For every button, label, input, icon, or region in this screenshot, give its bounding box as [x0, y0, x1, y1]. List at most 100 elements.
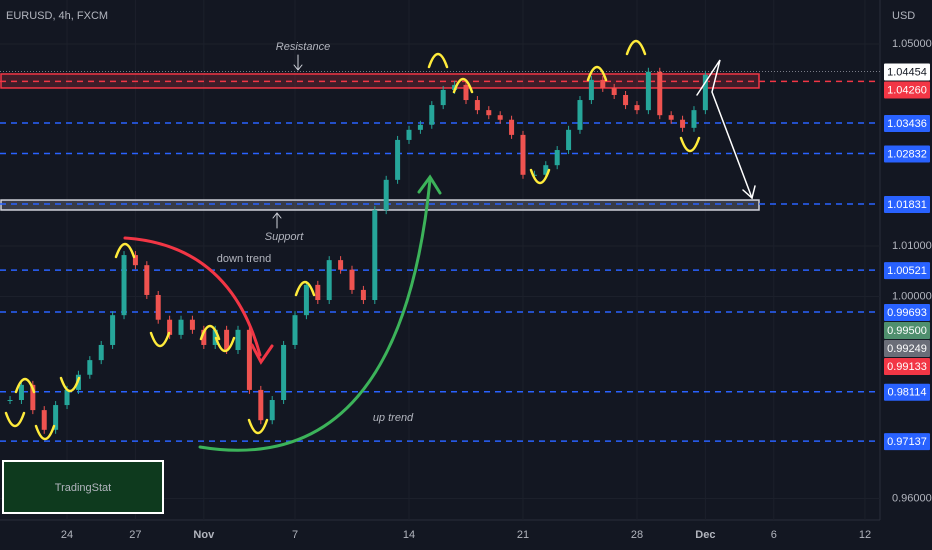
x-tick-label: 14 — [403, 529, 415, 541]
candle-body — [372, 210, 378, 301]
y-tick-label: 1.05000 — [892, 38, 932, 50]
candle-body — [269, 400, 275, 421]
candle-body — [349, 269, 355, 290]
candle-body — [326, 260, 332, 301]
y-tick-label: 1.00000 — [892, 290, 932, 302]
swing-marker — [294, 280, 316, 297]
y-axis-label: USD — [892, 10, 915, 22]
candle-body — [417, 124, 423, 130]
swing-marker — [529, 168, 551, 185]
annotation: up trend — [373, 412, 414, 424]
level-label: 0.99693 — [887, 307, 927, 319]
swing-marker — [199, 324, 221, 341]
level-label-box — [884, 145, 930, 163]
candle-body — [657, 71, 663, 116]
candle-body — [668, 115, 674, 120]
candle-body — [395, 139, 401, 180]
level-label: 0.99249 — [887, 343, 927, 355]
swing-marker — [427, 52, 449, 69]
arrow-head — [742, 185, 756, 200]
candle-body — [600, 79, 606, 88]
level-label-box — [884, 63, 930, 81]
candle-body — [53, 405, 59, 430]
candle-body — [702, 74, 708, 111]
candle-body — [440, 89, 446, 106]
level-label: 0.99133 — [887, 361, 927, 373]
candle-body — [588, 79, 594, 101]
candle-body — [87, 360, 93, 375]
level-label-box — [884, 383, 930, 401]
swing-marker — [114, 242, 136, 259]
brand-logo: TradingStat — [2, 460, 164, 514]
candle-body — [246, 329, 252, 390]
candle-body — [303, 284, 309, 316]
swing-marker — [149, 331, 171, 348]
candle-body — [110, 315, 116, 345]
candle-body — [121, 255, 127, 316]
candle-body — [486, 110, 492, 116]
swing-marker — [586, 65, 608, 82]
candle-body — [201, 329, 207, 345]
candle-body — [30, 384, 36, 411]
candle-body — [497, 115, 503, 120]
candle-body — [315, 284, 321, 301]
level-label-box — [884, 433, 930, 451]
candle-body — [383, 179, 389, 211]
candle-body — [554, 150, 560, 166]
level-label-box — [884, 114, 930, 132]
brand-text: TradingStat — [55, 482, 111, 494]
candle-body — [258, 389, 264, 421]
candle-body — [18, 384, 24, 401]
candle-body — [429, 105, 435, 125]
support-pointer — [272, 212, 282, 229]
candle-body — [64, 389, 70, 406]
candle-body — [224, 329, 230, 351]
zone-label: Resistance — [276, 41, 330, 53]
level-label: 0.98114 — [888, 387, 927, 399]
level-label: 1.04454 — [887, 66, 927, 78]
candle-body — [566, 129, 572, 151]
resistance-pointer — [293, 54, 303, 71]
level-label: 1.00521 — [887, 265, 927, 277]
candle-body — [155, 294, 161, 320]
level-label: 1.04260 — [887, 84, 927, 96]
brand-box — [2, 460, 164, 514]
candle-body — [189, 319, 195, 330]
candle-body — [543, 165, 549, 175]
swing-marker — [214, 336, 236, 353]
candle-body — [98, 344, 104, 361]
zones — [0, 73, 760, 211]
swing-marker — [59, 376, 81, 393]
swing-marker — [625, 39, 647, 56]
candle-body — [338, 260, 344, 270]
candle-body — [144, 265, 150, 295]
y-tick-label: 0.96000 — [892, 492, 932, 504]
level-label: 1.03436 — [887, 118, 927, 130]
level-label: 0.99500 — [887, 325, 927, 337]
zone-label: Support — [265, 231, 304, 243]
swing-marker — [4, 411, 26, 428]
swing-marker — [14, 377, 36, 394]
candle-body — [691, 110, 697, 128]
candle-body — [474, 100, 480, 111]
candle-body — [235, 329, 241, 351]
down-trend-arrow — [123, 236, 262, 357]
x-tick-label: 28 — [631, 529, 643, 541]
x-tick-label: 21 — [517, 529, 529, 541]
candle-body — [463, 84, 469, 101]
candle-body — [360, 289, 366, 301]
level-label: 1.01831 — [887, 199, 927, 211]
up-trend-arrow — [198, 178, 432, 452]
swing-marker — [247, 418, 269, 435]
candles — [7, 67, 708, 434]
x-tick-label: 24 — [61, 529, 73, 541]
y-tick-label: 1.01000 — [892, 240, 932, 252]
candle-body — [611, 87, 617, 95]
annotation: down trend — [217, 253, 271, 265]
candle-body — [509, 119, 515, 135]
x-tick-label: Nov — [193, 529, 215, 541]
level-label-box — [884, 262, 930, 280]
zone — [0, 199, 760, 211]
level-label-box — [884, 303, 930, 321]
